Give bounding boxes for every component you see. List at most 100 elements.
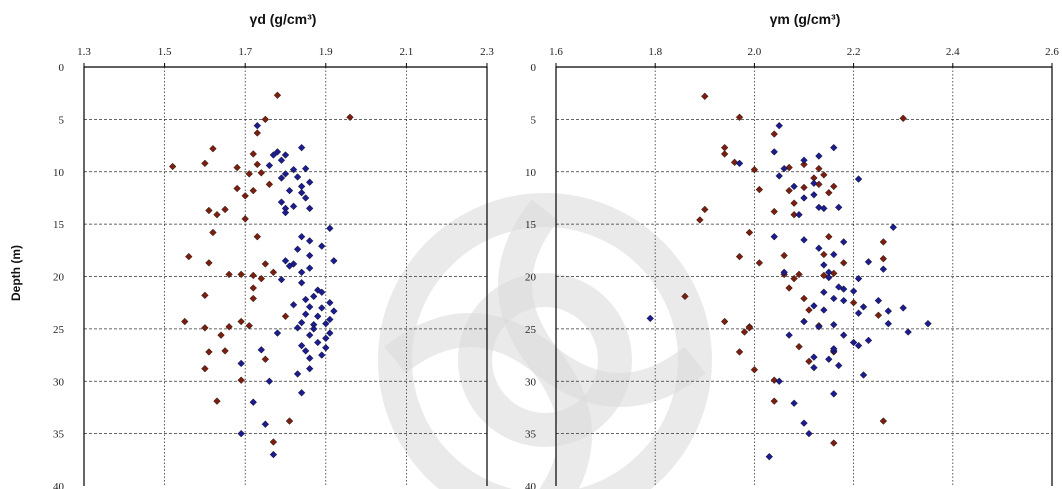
data-point-series-1 xyxy=(770,130,778,138)
data-point-series-2 xyxy=(795,211,803,219)
y-tick-label: 10 xyxy=(525,167,537,179)
data-point-series-1 xyxy=(830,439,838,447)
data-point-series-2 xyxy=(899,304,907,312)
data-point-series-2 xyxy=(305,204,314,213)
data-point-series-1 xyxy=(720,150,729,158)
data-point-series-1 xyxy=(249,150,257,158)
data-point-series-2 xyxy=(830,143,838,152)
data-point-series-1 xyxy=(790,199,798,207)
data-point-series-2 xyxy=(297,143,306,152)
data-point-series-2 xyxy=(820,204,828,213)
data-point-series-1 xyxy=(879,255,888,263)
data-point-series-1 xyxy=(745,324,754,332)
data-point-series-2 xyxy=(854,341,863,350)
x-tick-label: 1.3 xyxy=(77,46,91,58)
y-tick-label: 20 xyxy=(525,272,537,284)
data-point-series-2 xyxy=(285,186,294,195)
data-point-series-2 xyxy=(253,121,261,130)
data-point-series-1 xyxy=(249,294,257,303)
panel-title-moist-density: γm (g/cm³) xyxy=(770,11,841,27)
data-point-series-2 xyxy=(265,377,274,385)
data-point-series-2 xyxy=(289,202,298,210)
data-point-series-1 xyxy=(805,306,813,314)
data-point-series-1 xyxy=(825,189,833,197)
data-point-series-2 xyxy=(820,306,828,314)
data-point-series-2 xyxy=(830,390,838,398)
data-point-series-1 xyxy=(696,216,704,224)
data-point-series-1 xyxy=(209,145,217,153)
data-point-series-2 xyxy=(775,377,783,385)
data-point-series-1 xyxy=(257,169,266,177)
data-point-series-1 xyxy=(249,186,257,195)
data-point-series-2 xyxy=(810,363,818,372)
x-tick-label: 1.8 xyxy=(648,46,662,58)
data-point-series-1 xyxy=(201,291,209,300)
data-point-series-2 xyxy=(775,172,783,180)
data-point-series-2 xyxy=(810,353,818,361)
data-point-series-2 xyxy=(318,242,326,250)
data-point-series-1 xyxy=(730,158,739,167)
data-point-series-1 xyxy=(780,251,788,260)
data-point-series-1 xyxy=(770,207,778,216)
data-point-series-1 xyxy=(770,376,778,384)
y-axis-title-depth: Depth (m) xyxy=(9,245,23,301)
data-point-series-2 xyxy=(301,347,310,355)
data-point-series-1 xyxy=(257,274,266,283)
data-point-series-2 xyxy=(318,304,326,312)
data-point-series-2 xyxy=(289,260,298,268)
data-point-series-2 xyxy=(849,338,858,347)
data-point-series-2 xyxy=(277,174,286,182)
y-tick-label: 20 xyxy=(53,272,65,284)
panel-moist-density: γm (g/cm³) 0 5 10 15 20 25 30 35 40 1.6 1.8 2.0 2.2 2… xyxy=(525,11,1059,489)
data-point-series-2 xyxy=(297,389,306,397)
data-point-series-1 xyxy=(745,228,754,237)
data-point-series-2 xyxy=(815,203,823,212)
data-point-series-2 xyxy=(301,310,310,318)
data-point-series-1 xyxy=(273,91,282,99)
data-point-series-2 xyxy=(904,328,912,336)
data-point-series-2 xyxy=(735,159,744,168)
data-point-series-2 xyxy=(839,331,848,339)
data-point-series-1 xyxy=(830,182,838,191)
data-point-series-1 xyxy=(233,163,241,172)
y-tick-label: 5 xyxy=(531,114,537,126)
data-point-series-2 xyxy=(293,173,302,181)
data-point-series-2 xyxy=(815,152,823,160)
data-point-series-1 xyxy=(755,185,764,194)
data-point-series-2 xyxy=(297,233,306,241)
data-point-series-1 xyxy=(237,317,245,326)
data-point-series-2 xyxy=(785,331,793,339)
data-point-series-2 xyxy=(825,273,833,282)
data-point-series-1 xyxy=(785,186,793,195)
x-tick-label: 1.5 xyxy=(158,46,172,58)
data-point-series-2 xyxy=(285,262,294,270)
y-tick-label: 25 xyxy=(525,324,537,336)
x-tick-label: 2.2 xyxy=(847,46,861,58)
data-point-series-2 xyxy=(646,314,654,323)
data-point-series-1 xyxy=(281,312,290,320)
data-point-series-2 xyxy=(261,420,270,428)
data-point-series-1 xyxy=(285,417,294,425)
data-point-series-2 xyxy=(820,261,828,269)
data-point-series-1 xyxy=(790,211,798,219)
data-point-series-1 xyxy=(181,317,189,326)
data-point-series-2 xyxy=(780,268,788,276)
data-point-series-2 xyxy=(825,355,833,363)
data-point-series-2 xyxy=(830,250,838,259)
x-tick-label: 2.0 xyxy=(748,46,762,58)
data-point-series-2 xyxy=(297,341,306,350)
data-point-series-1 xyxy=(805,357,813,366)
x-tick-label: 1.9 xyxy=(319,46,333,58)
data-point-series-1 xyxy=(245,170,253,178)
data-point-series-2 xyxy=(330,307,338,315)
data-point-series-1 xyxy=(820,171,828,179)
data-point-series-1 xyxy=(820,271,828,280)
data-point-series-2 xyxy=(835,203,843,212)
data-point-series-2 xyxy=(314,338,322,347)
data-point-series-1 xyxy=(265,180,274,189)
data-point-series-2 xyxy=(326,329,334,337)
data-point-series-2 xyxy=(322,344,330,352)
data-point-series-2 xyxy=(859,303,868,311)
data-point-series-2 xyxy=(839,238,848,246)
y-tick-label: 30 xyxy=(53,376,65,388)
